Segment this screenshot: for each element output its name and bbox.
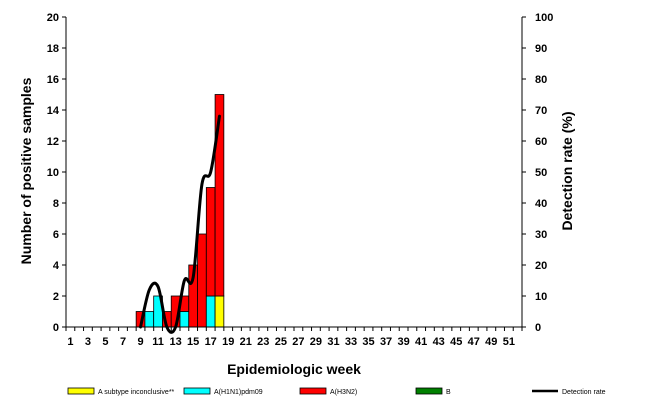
y2-tick-label: 100	[535, 12, 553, 24]
x-tick-label: 33	[345, 336, 357, 348]
x-tick-label: 17	[205, 336, 217, 348]
y2-axis-title: Detection rate (%)	[559, 111, 575, 230]
legend-swatch-2	[299, 387, 327, 395]
x-tick-label: 49	[485, 336, 497, 348]
x-tick-label: 19	[222, 336, 234, 348]
x-tick-label: 45	[450, 336, 462, 348]
x-tick-label: 9	[137, 336, 143, 348]
x-tick-label: 43	[433, 336, 445, 348]
x-tick-label: 7	[120, 336, 126, 348]
y-tick-label: 0	[53, 322, 59, 334]
x-tick-label: 5	[102, 336, 108, 348]
bars-group	[135, 94, 225, 328]
x-axis-title: Epidemiologic week	[227, 361, 361, 377]
y2-tick-label: 80	[535, 74, 547, 86]
y2-tick-label: 20	[535, 260, 547, 272]
bar-week-18-series-0	[214, 295, 225, 328]
x-tick-label: 3	[85, 336, 91, 348]
y-tick-label: 2	[53, 291, 59, 303]
x-tick-label: 31	[327, 336, 339, 348]
y-tick-label: 10	[47, 167, 59, 179]
x-tick-label: 11	[152, 336, 164, 348]
y2-tick-label: 60	[535, 136, 547, 148]
y2-tick-label: 40	[535, 198, 547, 210]
legend-swatch-3	[415, 387, 443, 395]
x-tick-label: 39	[397, 336, 409, 348]
y-tick-label: 20	[47, 12, 59, 24]
y2-tick-label: 10	[535, 291, 547, 303]
x-tick-label: 25	[275, 336, 287, 348]
x-tick-label: 15	[187, 336, 199, 348]
y-tick-label: 16	[47, 74, 59, 86]
x-tick-label: 23	[257, 336, 269, 348]
bar-week-10-series-1	[144, 311, 155, 328]
legend-label-3: B	[446, 389, 451, 396]
x-tick-label: 41	[415, 336, 427, 348]
y2-tick-label: 0	[535, 322, 541, 334]
bar-week-17-series-1	[205, 295, 216, 328]
legend-label-1: A(H1N1)pdm09	[214, 389, 263, 396]
y-tick-label: 6	[53, 229, 59, 241]
bar-week-14-series-1	[179, 311, 190, 328]
bar-week-18-series-2	[214, 94, 225, 297]
y-tick-label: 14	[47, 105, 60, 117]
x-tick-label: 1	[67, 336, 73, 348]
axes-group	[65, 17, 523, 328]
y-tick-label: 12	[47, 136, 59, 148]
legend-label-4: Detection rate	[562, 389, 606, 396]
legend-label-0: A subtype inconclusive**	[98, 389, 175, 396]
x-tick-label: 29	[310, 336, 322, 348]
legend-swatch-1	[183, 387, 211, 395]
y2-tick-label: 30	[535, 229, 547, 241]
legend: A subtype inconclusive** A(H1N1)pdm09 A(H3…	[67, 387, 606, 396]
x-tick-label: 27	[292, 336, 304, 348]
y-tick-label: 18	[47, 43, 59, 55]
y-axis-title: Number of positive samples	[18, 77, 34, 264]
y2-tick-label: 50	[535, 167, 547, 179]
y-tick-label: 8	[53, 198, 59, 210]
y-tick-label: 4	[53, 260, 60, 272]
bar-week-16-series-2	[197, 233, 207, 328]
detection-rate-line-group	[139, 114, 221, 334]
x-tick-label: 21	[240, 336, 252, 348]
x-tick-label: 13	[169, 336, 181, 348]
x-tick-label: 51	[503, 336, 515, 348]
detection-rate-line	[139, 114, 221, 334]
x-tick-label: 37	[380, 336, 392, 348]
legend-label-2: A(H3N2)	[330, 389, 357, 396]
y2-tick-label: 70	[535, 105, 547, 117]
y2-tick-label: 90	[535, 43, 547, 55]
bar-week-17-series-2	[205, 187, 216, 297]
x-tick-label: 35	[362, 336, 374, 348]
legend-swatch-0	[67, 387, 95, 395]
x-tick-label: 47	[468, 336, 480, 348]
ticks-group: 0 2 4 6 8 10 12 14 16 18 20 0 10 20 30 40 50 60 70 80 90 100 1…	[47, 12, 554, 348]
